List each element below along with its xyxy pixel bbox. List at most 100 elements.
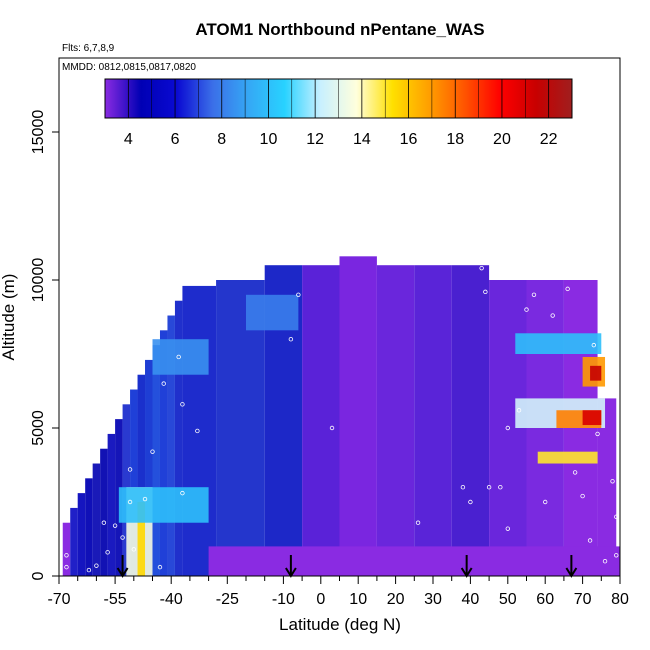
x-tick-label: -10 xyxy=(272,591,295,608)
colorbar-tick-label: 18 xyxy=(446,131,464,148)
colorbar-tick-label: 8 xyxy=(217,131,226,148)
x-axis: -70 -55 -40 -25 -10 0 10 20 30 40 50 60 70 80 xyxy=(47,576,629,608)
sample-point xyxy=(296,292,301,297)
sample-point xyxy=(150,449,155,454)
sample-point xyxy=(288,337,294,342)
sample-point xyxy=(505,526,510,531)
x-tick-label: -25 xyxy=(216,591,239,608)
sample-point xyxy=(610,479,615,484)
sample-point xyxy=(595,431,600,437)
colorbar-tick-label: 14 xyxy=(353,131,371,148)
heatmap-hotspot xyxy=(590,365,602,381)
colorbar-tick-label: 20 xyxy=(493,131,511,148)
sample-point xyxy=(64,553,69,558)
heatmap-column xyxy=(62,522,71,576)
sample-point xyxy=(195,428,200,434)
colorbar-tick-label: 4 xyxy=(124,131,133,148)
sample-point xyxy=(614,514,619,519)
heatmap-hotspot xyxy=(582,410,602,426)
colorbar-tick-label: 10 xyxy=(260,131,278,148)
x-tick-label: -70 xyxy=(47,591,70,608)
x-tick-label: 50 xyxy=(499,591,517,608)
chart-title: ATOM1 Northbound nPentane_WAS xyxy=(195,20,484,39)
heatmap-hotspot xyxy=(537,451,598,464)
y-axis-label: Altitude (m) xyxy=(0,274,18,361)
colorbar-tick-label: 12 xyxy=(306,131,324,148)
sample-points xyxy=(64,265,619,573)
x-axis-label: Latitude (deg N) xyxy=(279,615,401,634)
plot-area xyxy=(62,256,620,576)
heatmap-column xyxy=(85,478,93,576)
sample-point xyxy=(587,538,593,543)
x-tick-label: 40 xyxy=(462,591,480,608)
heatmap-column xyxy=(92,463,101,576)
heatmap-column xyxy=(70,507,78,576)
heatmap-hotspot xyxy=(137,502,146,576)
x-tick-label: -55 xyxy=(104,591,127,608)
sample-point xyxy=(565,286,570,292)
y-tick-label: 10000 xyxy=(30,258,47,303)
x-tick-label: 30 xyxy=(424,591,442,608)
heatmap-hotspot xyxy=(118,487,209,523)
sample-point xyxy=(580,493,585,499)
colorbar-tick-label: 6 xyxy=(171,131,180,148)
x-tick-label: 70 xyxy=(574,591,592,608)
sample-point xyxy=(131,547,136,552)
heatmap-column xyxy=(159,330,168,576)
heatmap-column xyxy=(77,493,86,576)
sample-point xyxy=(505,425,510,431)
sample-point xyxy=(468,499,473,505)
x-tick-label: 20 xyxy=(387,591,405,608)
sample-point xyxy=(176,354,181,360)
heatmap-column xyxy=(451,265,490,576)
sample-point xyxy=(86,567,92,573)
x-tick-label: 60 xyxy=(536,591,554,608)
heatmap-column xyxy=(107,433,116,576)
y-tick-label: 5000 xyxy=(30,410,47,446)
sample-point xyxy=(602,559,608,564)
sample-point xyxy=(142,496,148,502)
sample-point xyxy=(614,553,619,558)
flights-label: Flts: 6,7,8,9 xyxy=(62,43,115,54)
heatmap-column xyxy=(376,265,415,576)
heatmap-hotspot xyxy=(246,294,299,331)
heatmap-column xyxy=(208,546,620,576)
y-axis: 0 5000 10000 15000 xyxy=(30,110,59,580)
heatmap-column xyxy=(100,448,108,576)
sample-point xyxy=(486,485,492,490)
sample-point xyxy=(479,265,484,271)
sample-point xyxy=(120,535,125,540)
sample-point xyxy=(550,313,555,318)
heatmap-column xyxy=(167,315,175,576)
heatmap-column xyxy=(145,359,153,576)
dates-label: MMDD: 0812,0815,0817,0820 xyxy=(62,62,196,73)
sample-point xyxy=(180,490,185,496)
sample-point xyxy=(127,467,133,472)
y-tick-label: 15000 xyxy=(30,110,47,155)
heatmap-column xyxy=(339,256,377,576)
heatmap-column xyxy=(130,389,138,576)
sample-point xyxy=(161,381,166,386)
sample-point xyxy=(168,286,174,292)
sample-point xyxy=(101,520,107,525)
sample-point xyxy=(543,499,548,505)
sample-point xyxy=(94,563,99,568)
colorbar: 4 6 8 10 12 14 16 18 20 22 xyxy=(104,78,573,148)
sample-point xyxy=(105,550,110,555)
sample-point xyxy=(531,292,537,297)
sample-point xyxy=(599,292,604,297)
heatmap-column xyxy=(152,345,160,576)
sample-point xyxy=(524,307,529,312)
sample-point xyxy=(516,408,522,413)
x-tick-label: -40 xyxy=(160,591,183,608)
heatmap-hotspot xyxy=(515,333,602,354)
colorbar-tick-label: 22 xyxy=(540,131,558,148)
colorbar-ticks: 4 6 8 10 12 14 16 18 20 22 xyxy=(124,79,558,148)
sample-point xyxy=(64,564,69,570)
sample-point xyxy=(180,402,185,407)
heatmap-column xyxy=(302,265,340,576)
x-tick-label: 80 xyxy=(611,591,629,608)
colorbar-tick-label: 16 xyxy=(400,131,418,148)
heatmap-column xyxy=(137,374,146,576)
